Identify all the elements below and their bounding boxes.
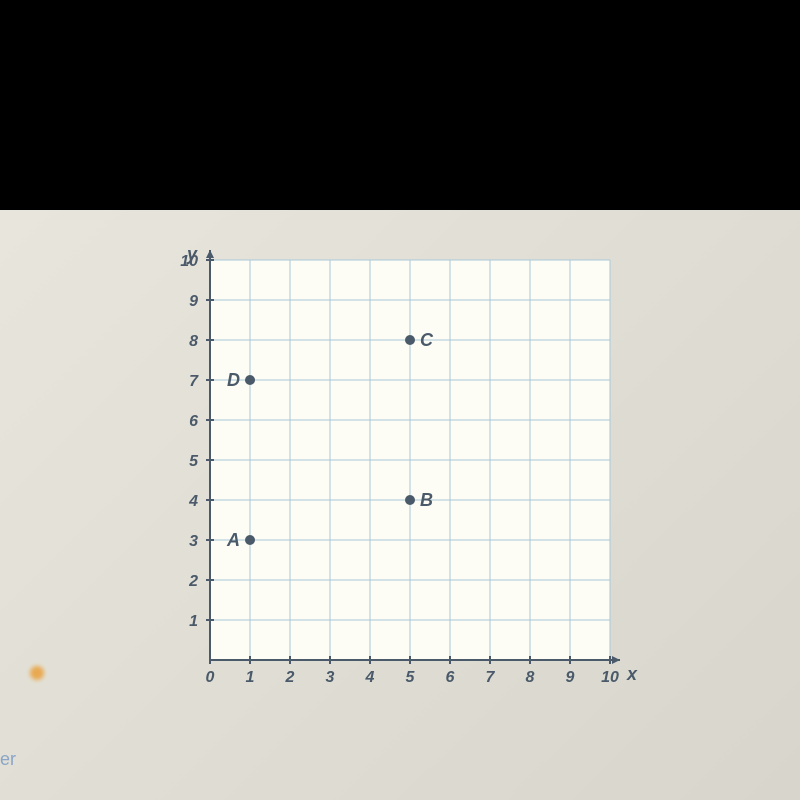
svg-text:9: 9 [566,669,575,686]
svg-text:4: 4 [188,493,198,510]
point-label: D [227,370,240,390]
svg-text:10: 10 [601,669,619,686]
point-label: C [420,330,434,350]
y-axis-title: y [186,244,198,264]
svg-text:6: 6 [446,669,455,686]
partial-text: er [0,749,16,770]
svg-text:1: 1 [246,669,255,686]
point-label: A [226,530,240,550]
content-area: 012345678910 12345678910 y x ABCD er [0,210,800,800]
y-ticks: 12345678910 [180,253,214,630]
svg-text:8: 8 [526,669,535,686]
svg-text:5: 5 [406,669,416,686]
svg-text:1: 1 [189,613,198,630]
data-point [245,535,255,545]
svg-text:4: 4 [365,669,375,686]
svg-text:3: 3 [326,669,335,686]
svg-text:7: 7 [486,669,496,686]
x-axis-title: x [626,664,638,684]
svg-text:2: 2 [285,669,295,686]
svg-text:5: 5 [189,453,199,470]
point-label: B [420,490,433,510]
coordinate-chart: 012345678910 12345678910 y x ABCD [150,240,650,740]
data-point [405,335,415,345]
data-point [405,495,415,505]
svg-text:8: 8 [189,333,198,350]
svg-text:2: 2 [188,573,198,590]
svg-text:9: 9 [189,293,198,310]
top-black-bar [0,0,800,210]
svg-text:6: 6 [189,413,198,430]
data-point [245,375,255,385]
chart-svg: 012345678910 12345678910 y x ABCD [150,240,650,740]
orange-dot-decoration [30,666,44,680]
svg-text:7: 7 [189,373,199,390]
svg-text:3: 3 [189,533,198,550]
svg-text:0: 0 [206,669,215,686]
